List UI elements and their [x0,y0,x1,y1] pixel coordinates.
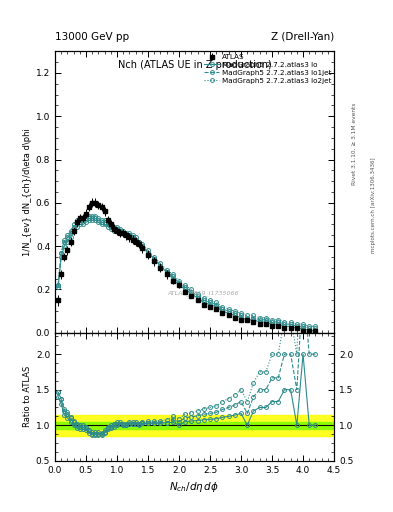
Text: ATLAS_2019_I1735066: ATLAS_2019_I1735066 [167,290,239,296]
Y-axis label: Ratio to ATLAS: Ratio to ATLAS [23,366,31,428]
MadGraph5 2.7.2.atlas3 lo2jet [239,310,243,316]
MadGraph5 2.7.2.atlas3 lo1jet [313,326,318,332]
MadGraph5 2.7.2.atlas3 lo [87,217,92,223]
MadGraph5 2.7.2.atlas3 lo1jet [307,326,312,332]
MadGraph5 2.7.2.atlas3 lo [171,275,175,282]
MadGraph5 2.7.2.atlas3 lo [239,314,243,321]
MadGraph5 2.7.2.atlas3 lo1jet [84,215,88,221]
MadGraph5 2.7.2.atlas3 lo [202,300,206,306]
MadGraph5 2.7.2.atlas3 lo2jet [307,323,312,329]
Line: MadGraph5 2.7.2.atlas3 lo: MadGraph5 2.7.2.atlas3 lo [56,218,318,333]
MadGraph5 2.7.2.atlas3 lo1jet [59,249,64,255]
MadGraph5 2.7.2.atlas3 lo2jet [121,228,126,234]
MadGraph5 2.7.2.atlas3 lo2jet [84,213,88,219]
Legend: ATLAS, MadGraph5 2.7.2.atlas3 lo, MadGraph5 2.7.2.atlas3 lo1jet, MadGraph5 2.7.2: ATLAS, MadGraph5 2.7.2.atlas3 lo, MadGra… [203,53,332,84]
MadGraph5 2.7.2.atlas3 lo2jet [189,286,194,292]
Text: mcplots.cern.ch [arXiv:1306.3436]: mcplots.cern.ch [arXiv:1306.3436] [371,157,376,252]
X-axis label: $N_{ch}/d\eta\,d\phi$: $N_{ch}/d\eta\,d\phi$ [169,480,220,494]
Line: MadGraph5 2.7.2.atlas3 lo1jet: MadGraph5 2.7.2.atlas3 lo1jet [56,216,318,330]
MadGraph5 2.7.2.atlas3 lo1jet [189,289,194,295]
MadGraph5 2.7.2.atlas3 lo1jet [239,312,243,318]
Line: MadGraph5 2.7.2.atlas3 lo2jet: MadGraph5 2.7.2.atlas3 lo2jet [56,214,318,328]
MadGraph5 2.7.2.atlas3 lo [59,254,64,260]
MadGraph5 2.7.2.atlas3 lo2jet [202,295,206,301]
MadGraph5 2.7.2.atlas3 lo2jet [313,323,318,329]
Text: Rivet 3.1.10, ≥ 3.1M events: Rivet 3.1.10, ≥ 3.1M events [352,102,357,184]
MadGraph5 2.7.2.atlas3 lo [56,284,61,290]
Text: 13000 GeV pp: 13000 GeV pp [55,32,129,42]
Y-axis label: 1/N_{ev} dN_{ch}/d\eta d\phi: 1/N_{ev} dN_{ch}/d\eta d\phi [23,128,31,256]
MadGraph5 2.7.2.atlas3 lo [307,328,312,334]
MadGraph5 2.7.2.atlas3 lo1jet [121,230,126,236]
MadGraph5 2.7.2.atlas3 lo2jet [56,282,61,288]
MadGraph5 2.7.2.atlas3 lo1jet [56,282,61,288]
MadGraph5 2.7.2.atlas3 lo [189,291,194,297]
MadGraph5 2.7.2.atlas3 lo1jet [171,273,175,280]
MadGraph5 2.7.2.atlas3 lo1jet [202,297,206,304]
MadGraph5 2.7.2.atlas3 lo [313,328,318,334]
Text: Nch (ATLAS UE in Z production): Nch (ATLAS UE in Z production) [118,60,272,70]
Text: Z (Drell-Yan): Z (Drell-Yan) [271,32,334,42]
MadGraph5 2.7.2.atlas3 lo2jet [59,249,64,255]
MadGraph5 2.7.2.atlas3 lo2jet [171,271,175,278]
MadGraph5 2.7.2.atlas3 lo [121,230,126,236]
